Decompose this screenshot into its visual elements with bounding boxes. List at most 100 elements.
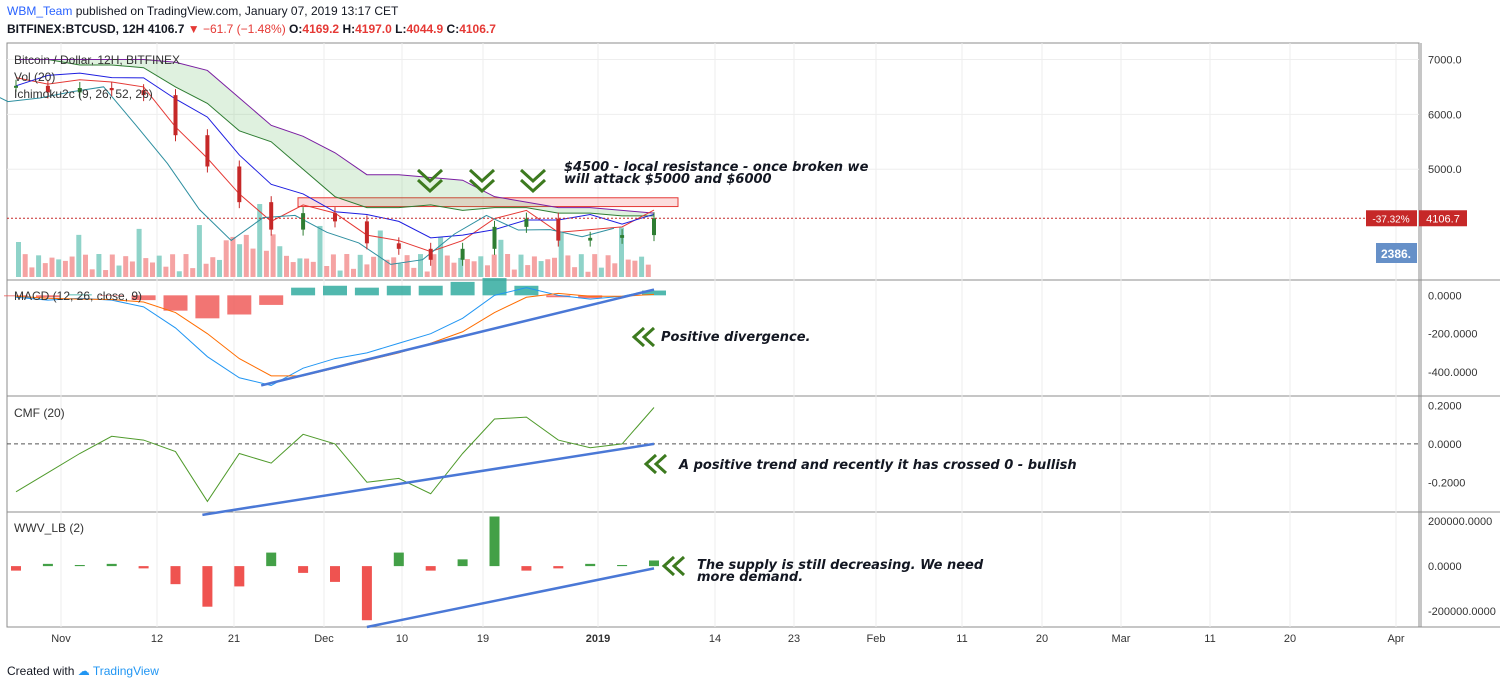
macd-histogram-bar — [4, 295, 28, 297]
wwv-bar — [489, 516, 500, 567]
wwv-bar — [74, 564, 85, 567]
volume-bar — [518, 254, 524, 277]
volume-bar — [444, 255, 450, 277]
y-tick-label: 0.0000 — [1428, 561, 1462, 573]
wwv-bar — [425, 566, 436, 571]
tradingview-brand[interactable]: TradingView — [92, 664, 159, 678]
tradingview-logo-icon: ☁ — [77, 664, 90, 678]
volume-bar — [424, 271, 430, 277]
y-tick-label: 0.0000 — [1428, 439, 1462, 451]
wwv-bar — [298, 566, 309, 573]
x-tick-label: 19 — [477, 633, 489, 645]
resistance-zone — [297, 197, 679, 208]
cmf-trendline — [202, 442, 655, 517]
volume-bar — [625, 259, 631, 277]
change-badge-text: -37.32% — [1372, 214, 1409, 225]
x-tick-label: 20 — [1036, 633, 1048, 645]
volume-bar — [632, 260, 638, 277]
volume-bar — [552, 257, 557, 277]
pane-title: MACD (12, 26, close, 9) — [14, 289, 142, 303]
volume-bar — [190, 268, 196, 277]
x-tick-label: Nov — [51, 633, 71, 645]
candle-body — [428, 248, 433, 260]
volume-bar — [22, 254, 28, 277]
wwv-bar — [106, 563, 117, 567]
wwv-bar — [521, 566, 532, 571]
volume-bar — [16, 242, 21, 277]
macd-histogram-bar — [514, 285, 539, 296]
wwv-bar — [11, 566, 21, 571]
volume-bar — [505, 254, 511, 277]
volume-bar — [498, 239, 504, 277]
author-link[interactable]: WBM_Team — [7, 4, 73, 18]
volume-bar — [89, 269, 95, 277]
x-tick-label: 11 — [956, 633, 967, 645]
macd-histogram-bar — [546, 295, 571, 298]
volume-bar — [585, 271, 591, 277]
volume-bar — [290, 262, 296, 277]
ichimoku-cloud — [16, 59, 654, 216]
volume-bar — [612, 263, 618, 277]
macd-histogram-bar — [99, 295, 124, 296]
last-price: 4106.7 — [147, 22, 185, 36]
macd-histogram-bar — [386, 285, 411, 296]
y-tick-label: -400.0000 — [1428, 367, 1478, 379]
annotation-text: Positive divergence. — [661, 330, 810, 345]
volume-bar — [62, 260, 68, 277]
volume-bar — [250, 248, 256, 277]
volume-bar — [639, 256, 645, 277]
volume-bar — [511, 269, 517, 277]
volume-bar — [123, 256, 129, 277]
volume-bar — [418, 254, 423, 277]
annotation-text: will attack $5000 and $6000 — [564, 172, 772, 187]
macd-histogram-bar — [131, 295, 156, 301]
volume-bar — [277, 246, 283, 277]
wwv-bar — [361, 566, 372, 621]
macd-histogram-bar — [195, 295, 220, 319]
volume-bar — [592, 254, 598, 277]
volume-bar — [598, 267, 604, 277]
footer: Created with ☁ TradingView — [7, 664, 159, 678]
volume-bar — [156, 255, 162, 277]
volume-bar — [76, 234, 82, 277]
wwv-bar — [393, 552, 404, 567]
annotation-text: The supply is still decreasing. We need — [697, 558, 984, 573]
macd-histogram-bar — [354, 287, 379, 296]
last-price-badge — [1419, 210, 1467, 227]
volume-bar — [217, 259, 222, 277]
macd-histogram-bar — [163, 295, 188, 311]
senkou-span-a — [16, 58, 654, 217]
candle-body — [556, 218, 561, 241]
volume-bar — [263, 250, 269, 277]
senkou-span-b — [16, 58, 655, 214]
chevron-down-icon — [468, 168, 496, 194]
volume-bar — [357, 254, 363, 277]
volume-bar — [525, 265, 531, 277]
close-value: 4106.7 — [459, 22, 496, 36]
volume-bar — [411, 267, 417, 277]
volume-bar — [270, 234, 276, 277]
volume-bar — [210, 257, 216, 277]
macd-histogram-bar — [450, 281, 475, 296]
volume-bar — [49, 257, 55, 277]
x-tick-label: 11 — [1204, 633, 1215, 645]
low-value: 4044.9 — [406, 22, 444, 36]
volume-bar — [304, 258, 310, 277]
y-tick-label: -0.2000 — [1428, 477, 1465, 489]
chevron-left-icon — [643, 453, 668, 475]
wwv-bar — [234, 566, 245, 587]
candle-body — [205, 135, 210, 167]
volume-bar — [645, 264, 651, 277]
volume-bar — [284, 255, 289, 277]
volume-bar — [538, 261, 544, 277]
signal-line — [15, 292, 655, 377]
indicator-label: Vol (20) — [14, 70, 55, 84]
volume-badge-text: 2386. — [1381, 247, 1411, 261]
volume-bar — [150, 262, 155, 277]
candle-body — [460, 248, 465, 260]
chevron-down-icon — [519, 168, 547, 194]
volume-bar — [310, 261, 316, 277]
volume-bar — [69, 256, 75, 277]
volume-bar — [330, 254, 336, 277]
